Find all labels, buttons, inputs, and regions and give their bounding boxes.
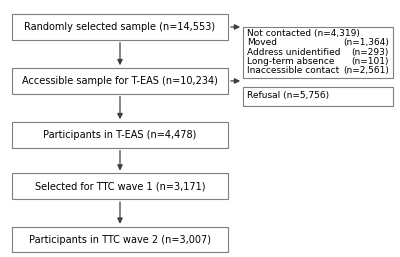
Text: Not contacted (n=4,319): Not contacted (n=4,319) — [247, 29, 360, 38]
Text: (n=293): (n=293) — [352, 48, 389, 57]
Text: (n=1,364): (n=1,364) — [343, 38, 389, 47]
Text: Moved: Moved — [247, 38, 277, 47]
Text: Address unidentified: Address unidentified — [247, 48, 340, 57]
Text: Long-term absence: Long-term absence — [247, 57, 334, 66]
Text: Selected for TTC wave 1 (n=3,171): Selected for TTC wave 1 (n=3,171) — [35, 181, 205, 191]
Text: Accessible sample for T-EAS (n=10,234): Accessible sample for T-EAS (n=10,234) — [22, 76, 218, 86]
Text: Inaccessible contact: Inaccessible contact — [247, 66, 339, 75]
Text: Participants in T-EAS (n=4,478): Participants in T-EAS (n=4,478) — [43, 130, 197, 140]
Text: Refusal (n=5,756): Refusal (n=5,756) — [247, 91, 329, 100]
Text: (n=2,561): (n=2,561) — [343, 66, 389, 75]
Text: Participants in TTC wave 2 (n=3,007): Participants in TTC wave 2 (n=3,007) — [29, 235, 211, 244]
Text: Randomly selected sample (n=14,553): Randomly selected sample (n=14,553) — [24, 22, 216, 32]
Text: (n=101): (n=101) — [352, 57, 389, 66]
